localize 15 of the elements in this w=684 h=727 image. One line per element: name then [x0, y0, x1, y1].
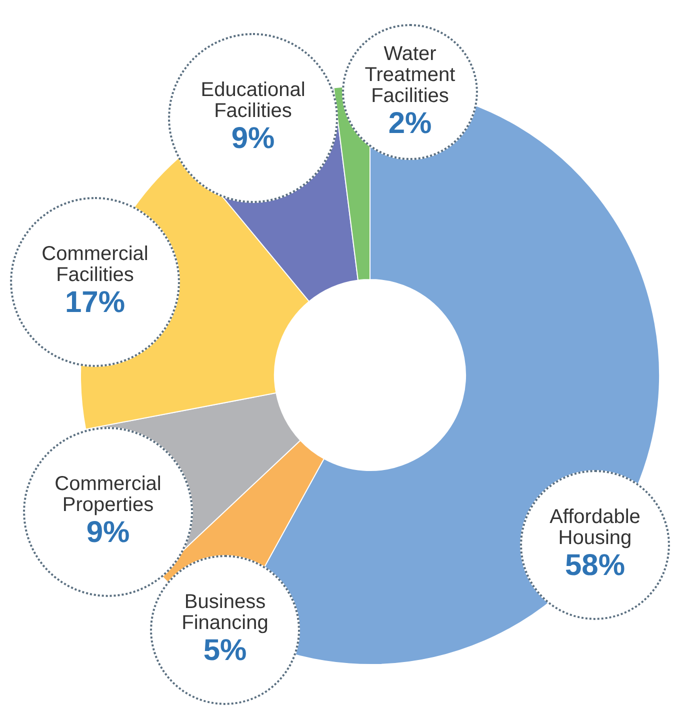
slice-label: Educational Facilities [200, 79, 306, 122]
callout-circle: Water Treatment Facilities 2% [342, 24, 478, 160]
data-label: 9% [231, 122, 275, 156]
slice-label: Affordable Housing [548, 506, 642, 549]
callout-circle: Educational Facilities 9% [168, 33, 338, 203]
data-label: 9% [86, 516, 130, 550]
data-label: 17% [64, 286, 126, 320]
slice-label: Commercial Properties [54, 473, 162, 516]
callout-circle: Affordable Housing 58% [520, 470, 670, 620]
data-label: 58% [564, 549, 626, 583]
data-label: 2% [388, 106, 432, 140]
slice-label: Commercial Facilities [40, 243, 150, 286]
callout-circle: Commercial Facilities 17% [10, 197, 180, 367]
slice-label: Water Treatment Facilities [364, 42, 456, 106]
data-label: 5% [203, 634, 247, 668]
